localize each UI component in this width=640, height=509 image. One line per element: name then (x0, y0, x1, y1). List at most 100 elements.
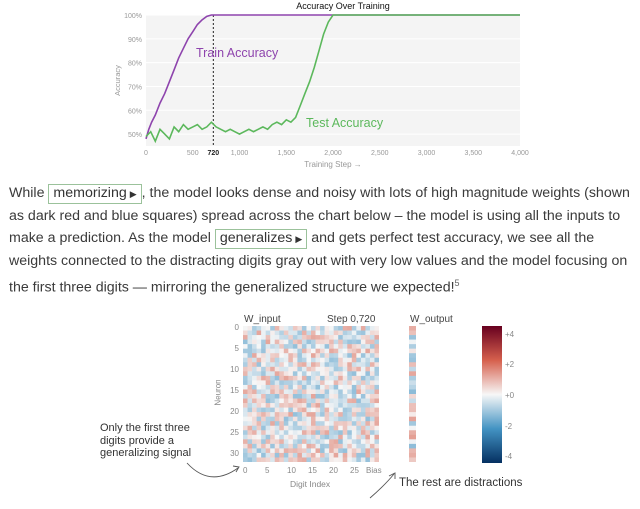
heatmap-cell (369, 362, 375, 368)
heatmap-cell (315, 371, 321, 377)
heatmap-cell (347, 439, 353, 445)
heatmap-cell (351, 380, 357, 386)
heatmap-cell (283, 448, 289, 454)
generalizes-button[interactable]: generalizes ▶ (214, 229, 308, 249)
heatmap-cell (374, 452, 379, 458)
heatmap-cell (365, 348, 371, 354)
heatmap-cell (292, 457, 298, 462)
heatmap-cell (297, 326, 303, 331)
heatmap-cell (320, 412, 325, 417)
heatmap-cell (360, 366, 366, 372)
heatmap-cell (329, 344, 334, 349)
heatmap-cell (270, 407, 276, 413)
heatmap-cell (306, 353, 312, 359)
heatmap-cell (270, 457, 276, 462)
heatmap-cell (342, 457, 348, 462)
heatmap-cell (360, 330, 366, 336)
heatmap-cell (279, 457, 285, 462)
heatmap-cell (297, 403, 303, 408)
heatmap-cell (311, 398, 316, 404)
heatmap-cell (347, 353, 353, 359)
heatmap-cell (329, 339, 334, 345)
heatmap-cell (320, 439, 325, 445)
heatmap-cell (283, 443, 289, 449)
heatmap-cell (320, 353, 325, 359)
heatmap-cell (265, 366, 271, 372)
heatmap-cell (315, 348, 321, 354)
x-tick-label: 4,000 (511, 150, 529, 157)
heatmap-cell (347, 326, 353, 331)
heatmap-cell (265, 339, 271, 345)
heatmap-cell (315, 425, 321, 431)
heatmap-cell (270, 380, 276, 386)
heatmap-cell (243, 380, 248, 386)
heatmap-cell (365, 398, 371, 404)
heatmap-cell (311, 452, 316, 458)
heatmap-cell (274, 353, 280, 359)
heatmap-cell (252, 330, 257, 336)
heatmap-y-tick: 20 (230, 407, 239, 416)
footnote-marker[interactable]: 5 (454, 278, 460, 288)
heatmap-cell (247, 443, 253, 449)
annotation-distractions: The rest are distractions (399, 477, 523, 489)
heatmap-cell (288, 430, 294, 436)
heatmap-cell (342, 384, 348, 390)
heatmap-cell (342, 389, 348, 395)
heatmap-cell (279, 403, 285, 408)
heatmap-cell (338, 439, 344, 445)
heatmap-cell (374, 371, 379, 377)
heatmap-cell (351, 398, 357, 404)
heatmap-cell (351, 412, 357, 417)
heatmap-cell (306, 425, 312, 431)
heatmap-cell (311, 439, 316, 445)
heatmap-cell (252, 439, 257, 445)
heatmap-cell (252, 457, 257, 462)
x-tick-label: 1,500 (277, 150, 295, 157)
heatmap-cell (347, 366, 353, 372)
memorizing-button[interactable]: memorizing ▶ (48, 184, 142, 204)
heatmap-cell (333, 407, 339, 413)
heatmap-cell (374, 389, 379, 395)
heatmap-cell (311, 448, 316, 454)
heatmap-cell (311, 330, 316, 336)
heatmap-cell (347, 412, 353, 417)
heatmap-cell (279, 375, 285, 381)
heatmap-cell (351, 357, 357, 363)
heatmap-cell (292, 394, 298, 399)
heatmap-cell (301, 434, 307, 440)
heatmap-cell (342, 412, 348, 417)
heatmap-y-tick: 25 (230, 428, 239, 437)
heatmap-cell (279, 380, 285, 386)
heatmap-cell (256, 389, 262, 395)
heatmap-cell (265, 448, 271, 454)
heatmap-cell (274, 439, 280, 445)
heatmap-cell (252, 326, 257, 331)
heatmap-cell (365, 407, 371, 413)
heatmap-cell (252, 407, 257, 413)
w-output-cell (409, 366, 416, 372)
heatmap-cell (329, 375, 334, 381)
heatmap-cell (365, 357, 371, 363)
heatmap-cell (338, 380, 344, 386)
heatmap-cell (315, 326, 321, 331)
heatmap-cell (347, 380, 353, 386)
heatmap-cell (247, 348, 253, 354)
heatmap-cell (374, 344, 379, 349)
heatmap-cell (338, 357, 344, 363)
heatmap-cell (261, 335, 266, 340)
heatmap-cell (261, 452, 266, 458)
heatmap-cell (274, 434, 280, 440)
heatmap-cell (247, 425, 253, 431)
heatmap-cell (288, 448, 294, 454)
heatmap-cell (356, 326, 362, 331)
heatmap-cell (270, 389, 276, 395)
heatmap-cell (315, 394, 321, 399)
heatmap-cell (329, 353, 334, 359)
heatmap-cell (265, 362, 271, 368)
heatmap-cell (283, 394, 289, 399)
heatmap-cell (320, 326, 325, 331)
heatmap-cell (365, 421, 371, 427)
heatmap-cell (283, 398, 289, 404)
heatmap-cell (256, 421, 262, 427)
heatmap-cell (315, 443, 321, 449)
